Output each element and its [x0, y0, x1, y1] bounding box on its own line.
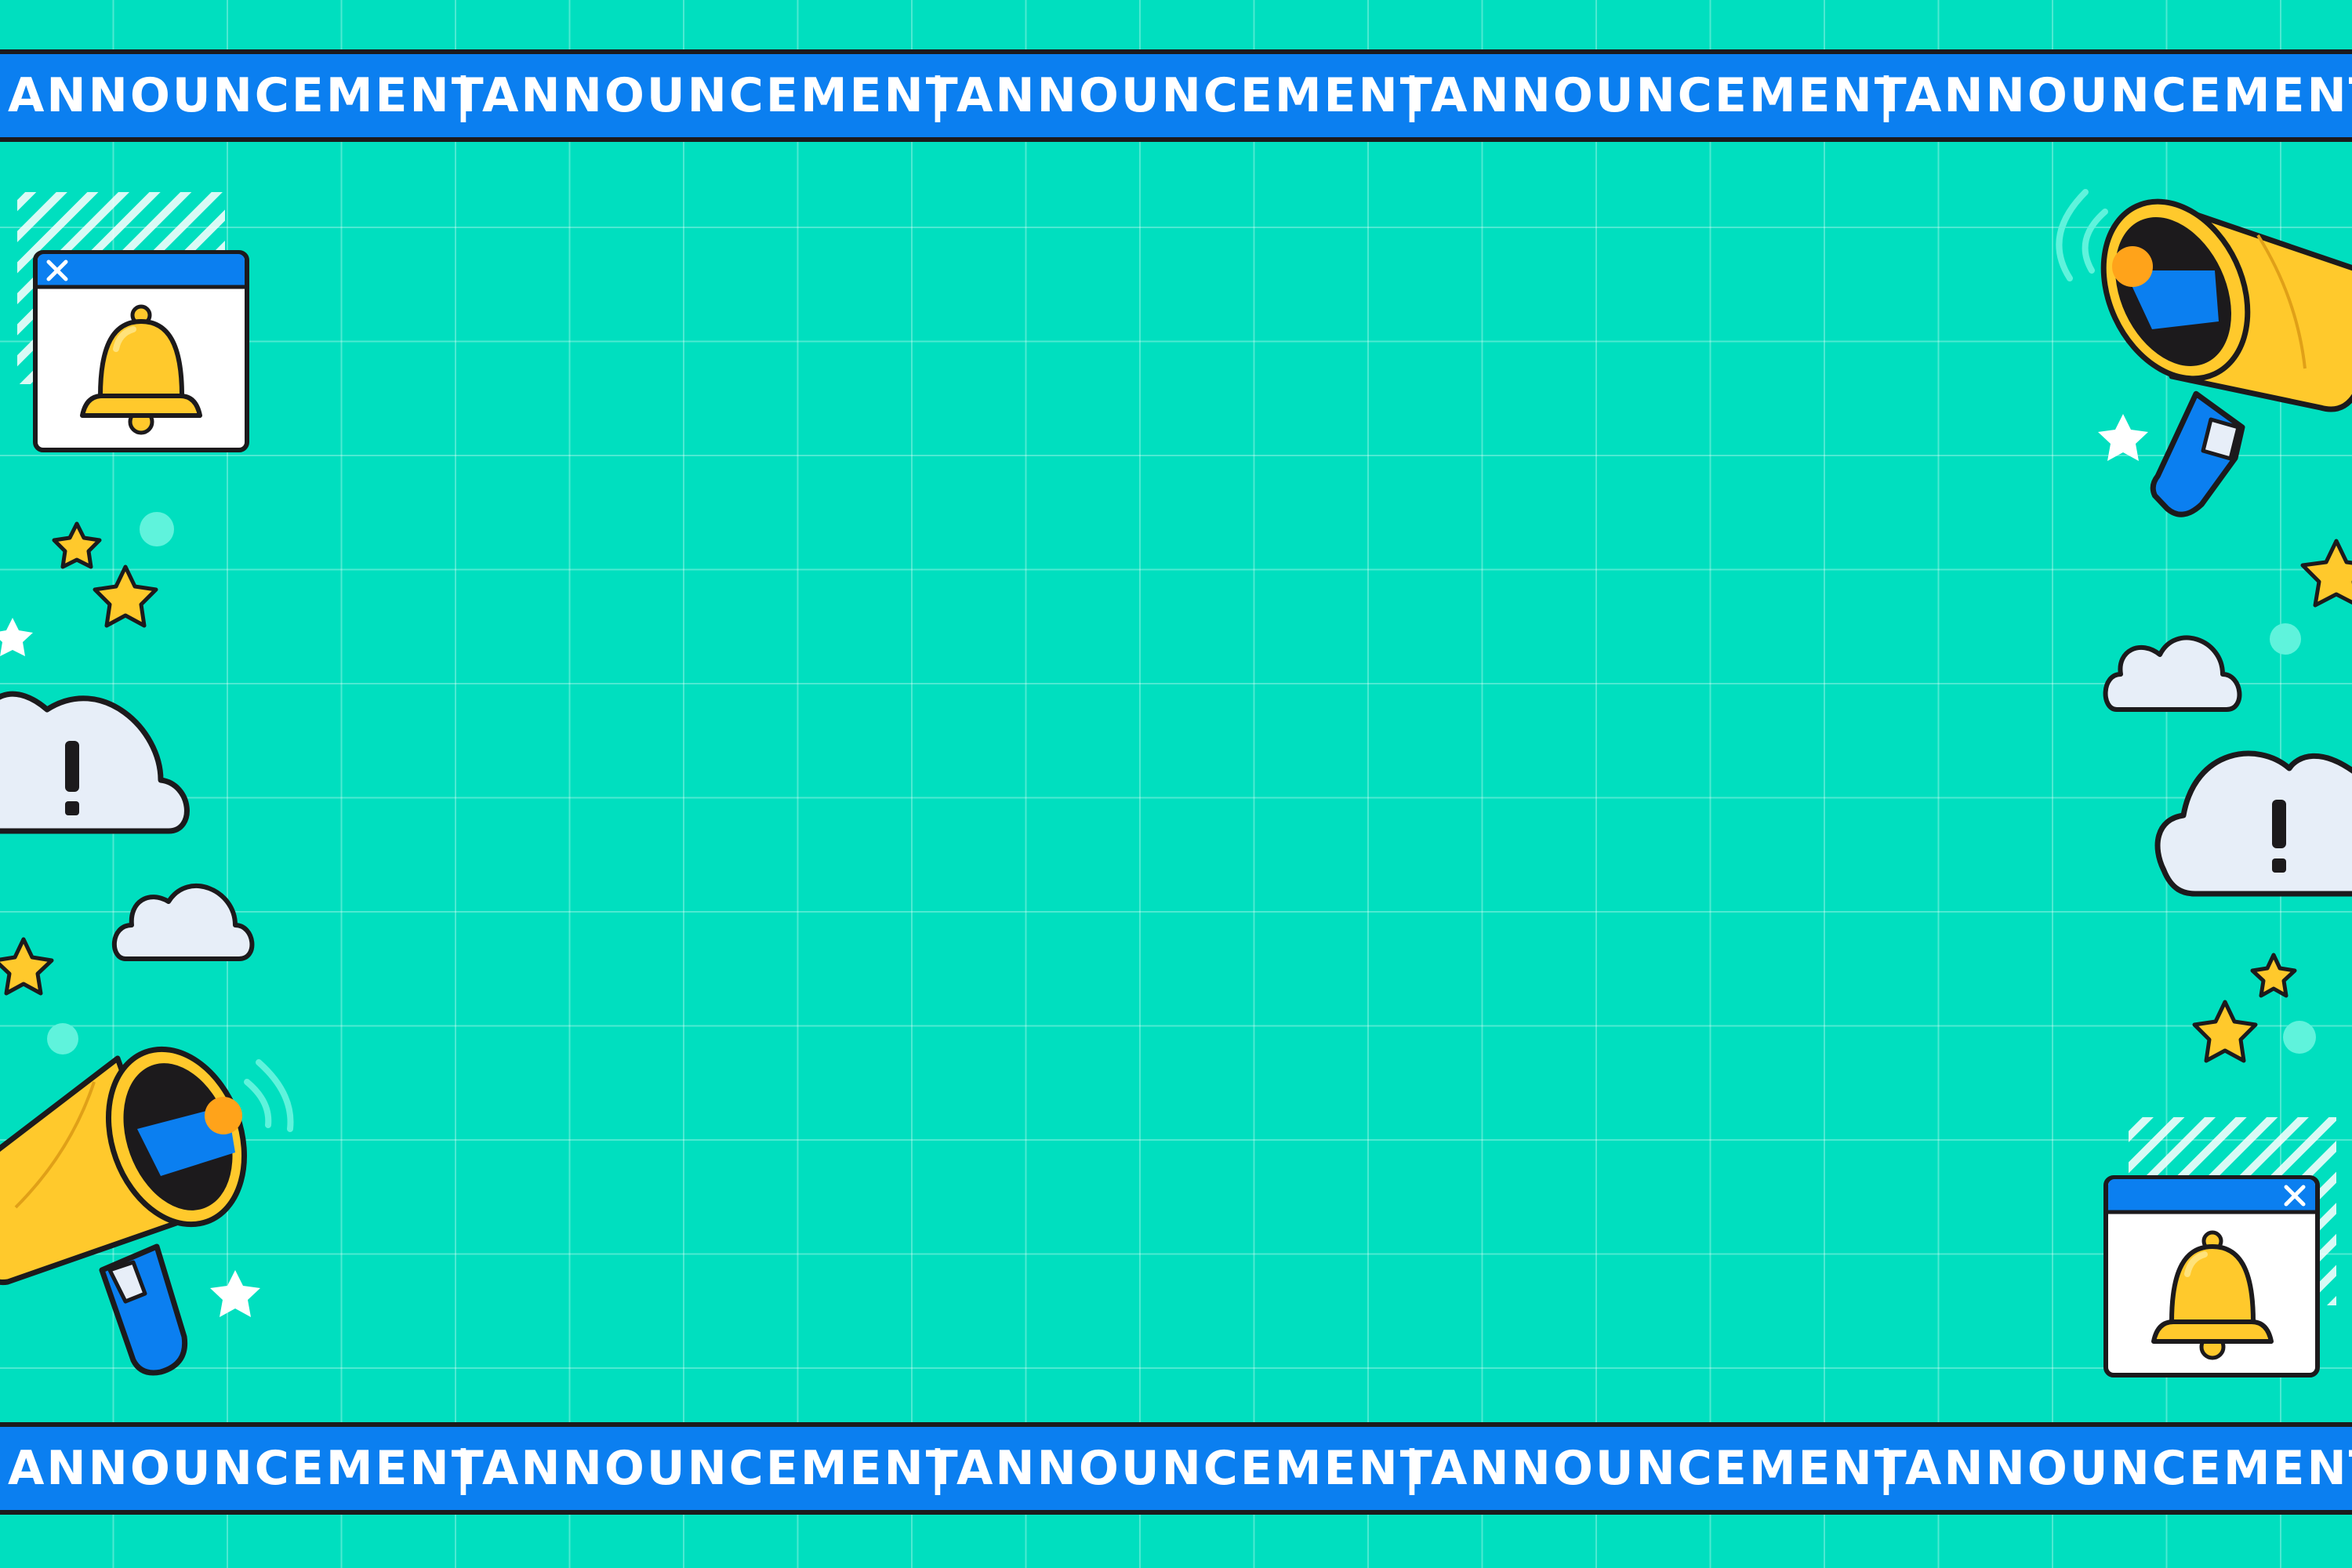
banner-text: ANNOUNCEMENT	[1431, 1441, 1909, 1496]
decorative-dot	[2283, 1021, 2316, 1054]
decorative-dot	[140, 512, 174, 546]
left-notification-window	[17, 192, 249, 452]
banner-separator: |	[1403, 1441, 1423, 1496]
alert-cloud-icon	[0, 691, 190, 834]
cloud-icon	[112, 884, 255, 961]
banner-text: ANNOUNCEMENT	[1905, 68, 2352, 123]
bottom-banner-track: ANNOUNCEMENT | ANNOUNCEMENT | ANNOUNCEMENT…	[0, 1441, 2352, 1496]
star-icon	[0, 937, 54, 996]
close-icon	[46, 260, 68, 281]
banner-separator: |	[1878, 68, 1897, 123]
decorative-dot	[47, 1023, 78, 1054]
megaphone-icon	[2056, 189, 2352, 517]
star-icon	[2300, 539, 2352, 608]
bell-icon	[2151, 1230, 2274, 1360]
star-icon	[2250, 953, 2297, 998]
banner-text: ANNOUNCEMENT	[482, 1441, 960, 1496]
banner-text: ANNOUNCEMENT	[1431, 68, 1909, 123]
top-announcement-banner: ANNOUNCEMENT | ANNOUNCEMENT | ANNOUNCEMENT…	[0, 49, 2352, 142]
bottom-announcement-banner: ANNOUNCEMENT | ANNOUNCEMENT | ANNOUNCEMENT…	[0, 1422, 2352, 1515]
close-icon	[2284, 1185, 2306, 1207]
banner-separator: |	[1878, 1441, 1897, 1496]
banner-text: ANNOUNCEMENT	[956, 68, 1435, 123]
star-icon	[210, 1270, 260, 1317]
bell-icon	[80, 304, 202, 435]
banner-separator: |	[929, 68, 949, 123]
right-notification-window	[2103, 1117, 2336, 1377]
banner-text: ANNOUNCEMENT	[956, 1441, 1435, 1496]
banner-text: ANNOUNCEMENT	[8, 68, 486, 123]
banner-separator: |	[1403, 68, 1423, 123]
banner-text: ANNOUNCEMENT	[482, 68, 960, 123]
banner-text: ANNOUNCEMENT	[8, 1441, 486, 1496]
cloud-icon	[2103, 635, 2242, 712]
banner-separator: |	[455, 1441, 474, 1496]
star-icon	[52, 521, 102, 569]
megaphone-icon	[0, 1046, 294, 1376]
decorative-dot	[2270, 623, 2301, 655]
star-icon	[2098, 414, 2148, 461]
star-icon	[2192, 1000, 2258, 1063]
star-icon	[0, 618, 33, 656]
banner-separator: |	[929, 1441, 949, 1496]
star-icon	[93, 564, 158, 628]
alert-cloud-icon	[2154, 750, 2352, 897]
top-banner-track: ANNOUNCEMENT | ANNOUNCEMENT | ANNOUNCEMENT…	[0, 68, 2352, 123]
banner-text: ANNOUNCEMENT	[1905, 1441, 2352, 1496]
banner-separator: |	[455, 68, 474, 123]
